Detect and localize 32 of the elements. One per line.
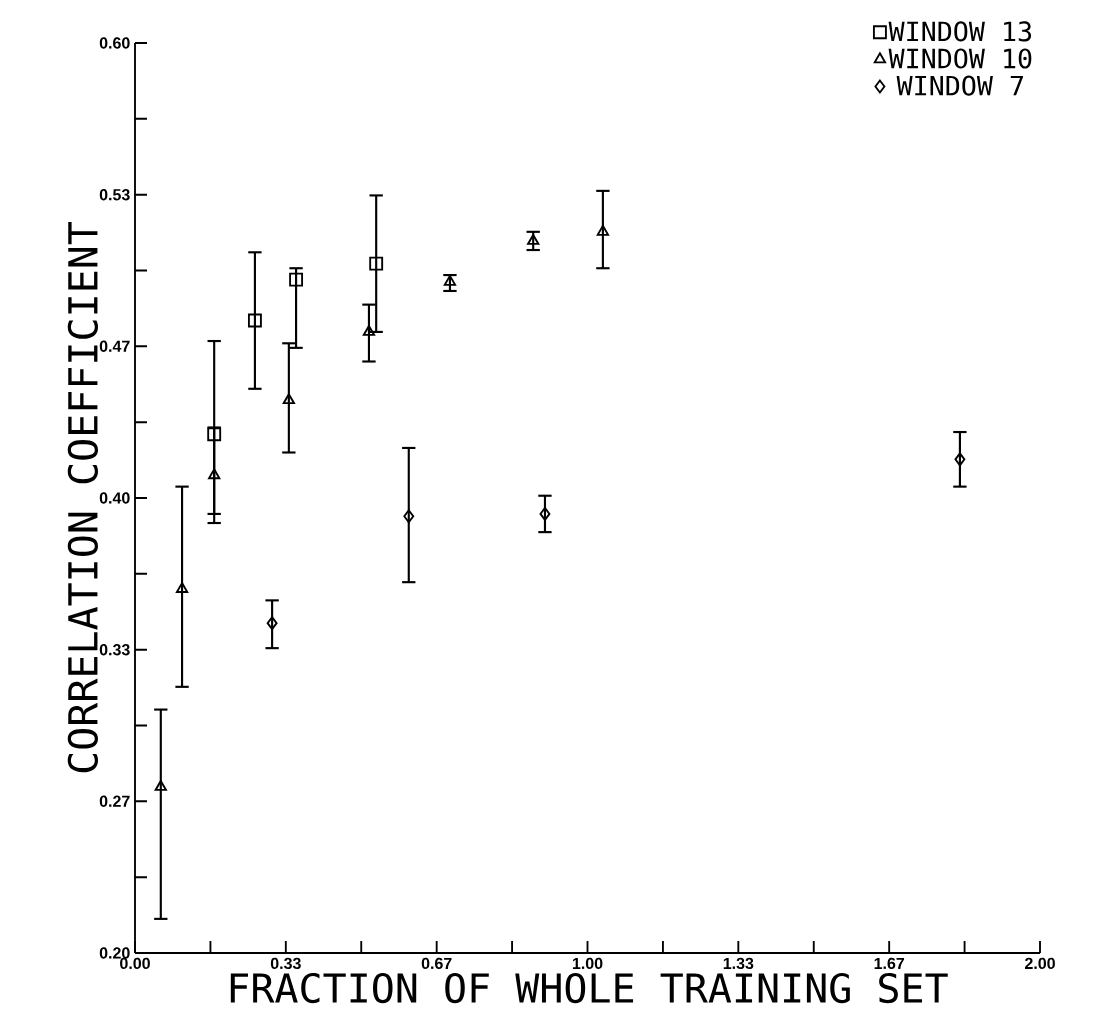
point (247, 313, 262, 328)
y-tick-label: 0.40 (99, 492, 130, 504)
point (175, 582, 189, 593)
y-tick-label: 0.53 (99, 189, 130, 201)
y-tick-label: 0.27 (99, 795, 130, 807)
point (266, 616, 278, 631)
x-tick-label: 1.00 (572, 957, 603, 970)
x-tick-label: 2.00 (1025, 957, 1055, 970)
x-tick-label: 1.67 (874, 957, 905, 970)
point (208, 468, 221, 480)
legend-label: WINDOW 10 (888, 48, 1032, 69)
legend-label: WINDOW 13 (888, 21, 1032, 42)
x-tick-label: 0.67 (421, 957, 452, 970)
point (954, 452, 966, 467)
point (289, 272, 304, 287)
point (282, 393, 295, 405)
point (207, 427, 222, 442)
x-tick-label: 1.33 (723, 957, 754, 970)
point (403, 509, 415, 524)
y-tick-label: 0.47 (99, 340, 130, 352)
point (539, 506, 551, 521)
legend-label: WINDOW 7 (896, 75, 1024, 96)
y-axis-title: CORRELATION COEFFICIENT (67, 222, 98, 773)
point (596, 224, 610, 236)
x-tick-label: 0.00 (120, 957, 150, 970)
x-axis-title: FRACTION OF WHOLE TRAINING SET (230, 972, 948, 1004)
y-tick-label: 0.33 (99, 644, 130, 656)
y-tick-label: 0.20 (99, 947, 130, 959)
point (362, 324, 376, 336)
point (369, 256, 384, 271)
y-tick-label: 0.60 (99, 37, 130, 49)
x-tick-label: 0.33 (270, 957, 301, 970)
